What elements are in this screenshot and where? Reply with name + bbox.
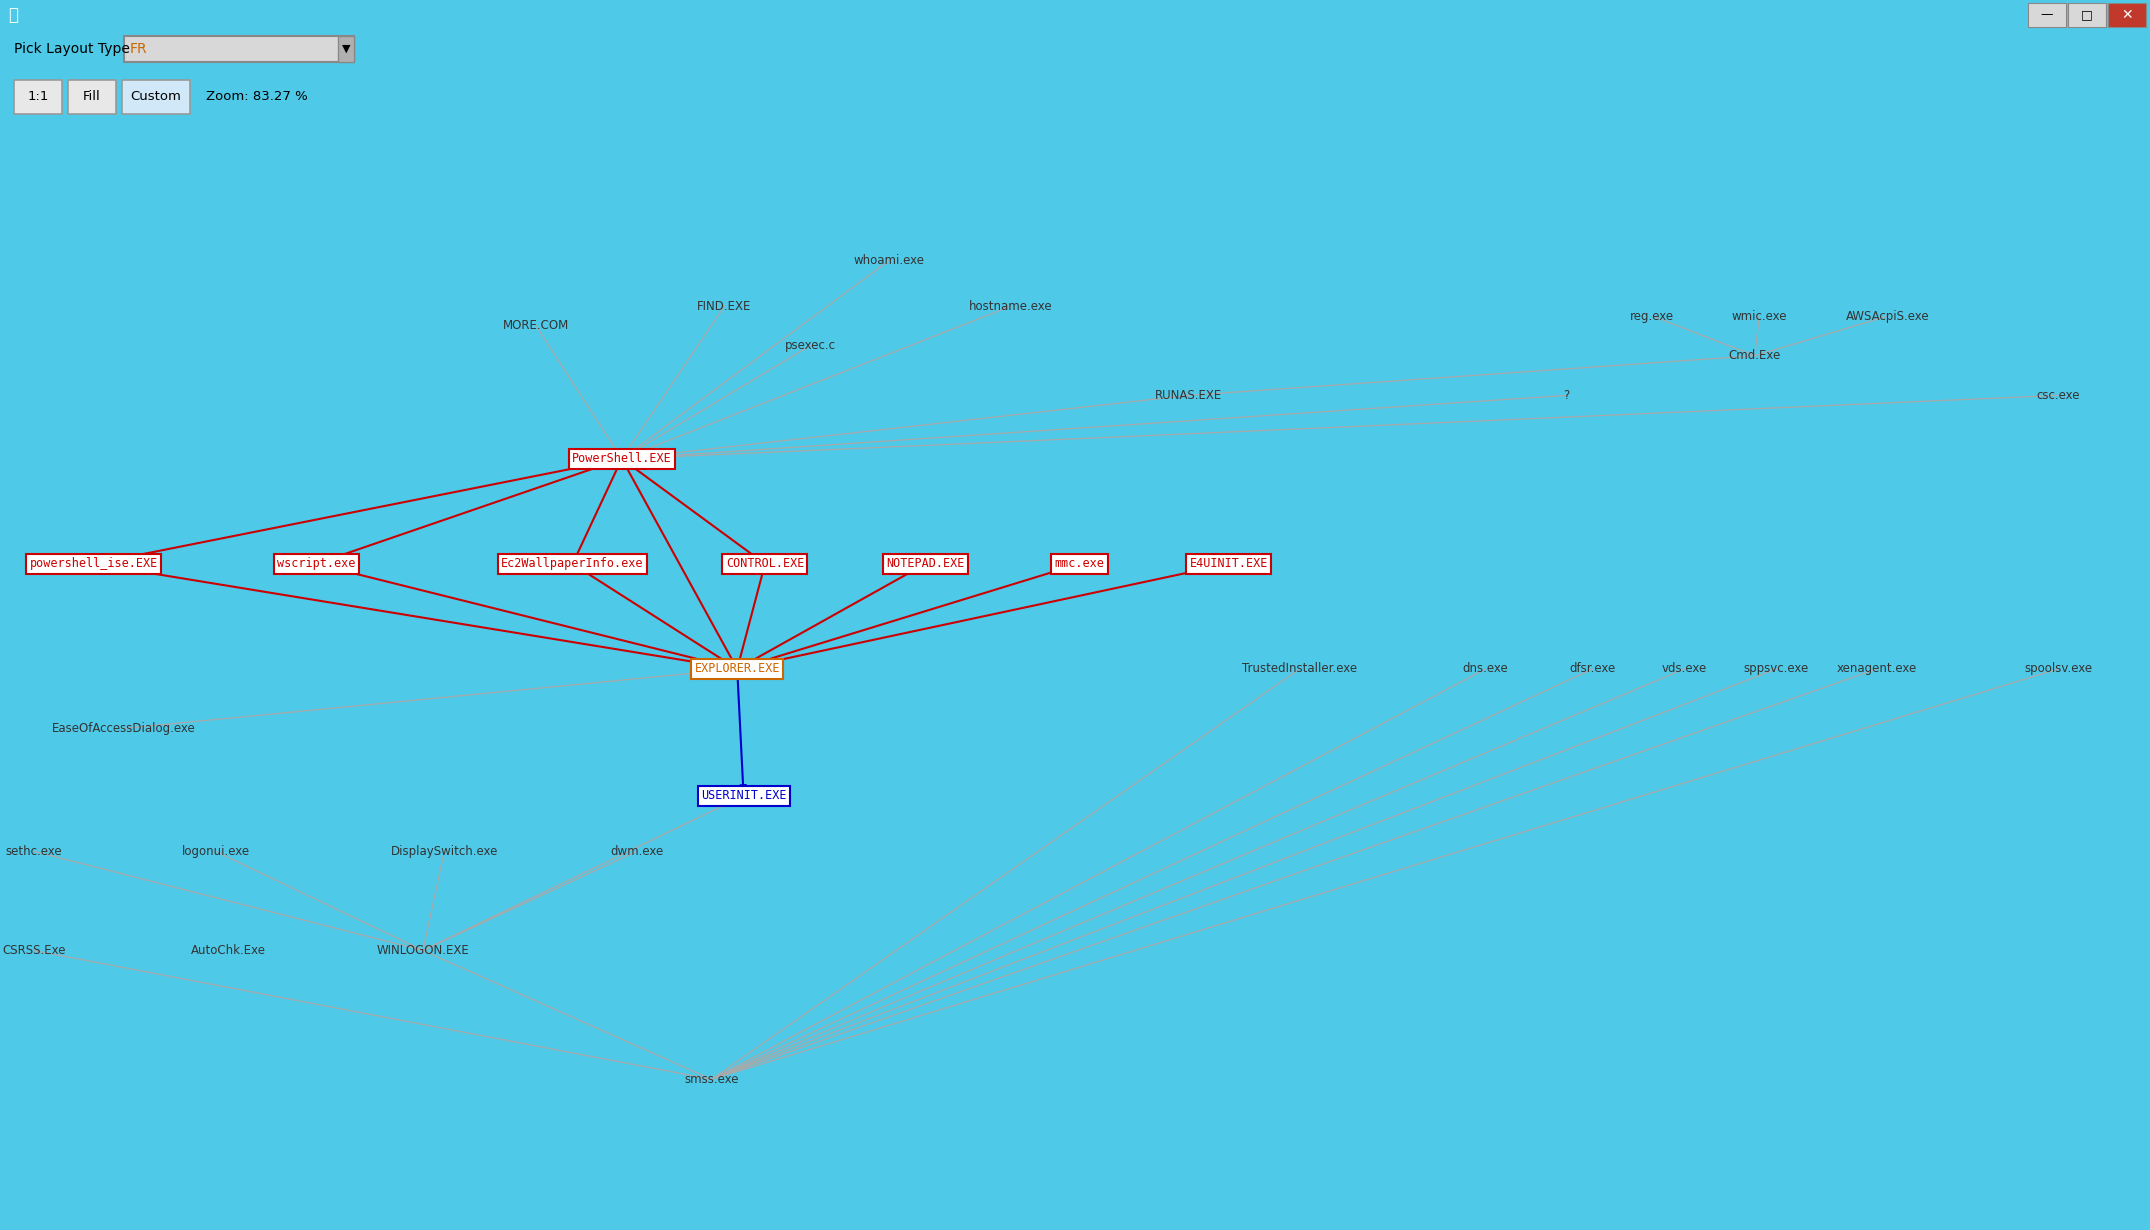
FancyBboxPatch shape — [2068, 2, 2107, 27]
Text: FR: FR — [129, 42, 148, 57]
Text: wscript.exe: wscript.exe — [277, 557, 355, 571]
FancyBboxPatch shape — [2107, 2, 2146, 27]
FancyBboxPatch shape — [125, 36, 355, 62]
Text: AutoChk.Exe: AutoChk.Exe — [191, 943, 267, 957]
Text: xenagent.exe: xenagent.exe — [1836, 663, 1918, 675]
Text: sppsvc.exe: sppsvc.exe — [1744, 663, 1808, 675]
Text: spoolsv.exe: spoolsv.exe — [2025, 663, 2092, 675]
Text: reg.exe: reg.exe — [1630, 310, 1675, 322]
Text: whoami.exe: whoami.exe — [854, 255, 924, 267]
Text: hostname.exe: hostname.exe — [970, 300, 1054, 312]
Text: smss.exe: smss.exe — [684, 1073, 740, 1086]
Text: ▼: ▼ — [342, 44, 350, 54]
Text: AWSAcpiS.exe: AWSAcpiS.exe — [1845, 310, 1929, 322]
Text: MORE.COM: MORE.COM — [503, 320, 570, 332]
Text: DisplaySwitch.exe: DisplaySwitch.exe — [391, 845, 499, 857]
Text: dwm.exe: dwm.exe — [611, 845, 664, 857]
Text: TrustedInstaller.exe: TrustedInstaller.exe — [1243, 663, 1357, 675]
Text: CSRSS.Exe: CSRSS.Exe — [2, 943, 64, 957]
Text: logonui.exe: logonui.exe — [181, 845, 249, 857]
Text: csc.exe: csc.exe — [2036, 389, 2081, 402]
Text: ✕: ✕ — [2122, 9, 2133, 22]
Text: CONTROL.EXE: CONTROL.EXE — [727, 557, 804, 571]
Text: Pick Layout Type: Pick Layout Type — [15, 42, 129, 57]
Text: ?: ? — [1563, 389, 1570, 402]
Text: □: □ — [2081, 9, 2092, 21]
Text: psexec.c: psexec.c — [785, 339, 836, 352]
Text: PowerShell.EXE: PowerShell.EXE — [572, 453, 671, 465]
FancyBboxPatch shape — [123, 80, 189, 114]
FancyBboxPatch shape — [15, 80, 62, 114]
Text: 🗔: 🗔 — [9, 6, 17, 25]
Text: USERINIT.EXE: USERINIT.EXE — [701, 790, 787, 802]
FancyBboxPatch shape — [69, 80, 116, 114]
FancyBboxPatch shape — [2027, 2, 2066, 27]
Text: sethc.exe: sethc.exe — [6, 845, 62, 857]
Text: Fill: Fill — [84, 91, 101, 103]
Text: dfsr.exe: dfsr.exe — [1570, 663, 1615, 675]
Text: vds.exe: vds.exe — [1662, 663, 1707, 675]
Text: EXPLORER.EXE: EXPLORER.EXE — [694, 663, 780, 675]
Text: Custom: Custom — [131, 91, 181, 103]
Text: FIND.EXE: FIND.EXE — [697, 300, 752, 312]
Text: —: — — [2040, 9, 2053, 21]
Text: E4UINIT.EXE: E4UINIT.EXE — [1189, 557, 1268, 571]
FancyBboxPatch shape — [338, 36, 355, 62]
Text: powershell_ise.EXE: powershell_ise.EXE — [30, 557, 157, 571]
Text: Ec2WallpaperInfo.exe: Ec2WallpaperInfo.exe — [501, 557, 643, 571]
Text: Zoom: 83.27 %: Zoom: 83.27 % — [206, 91, 307, 103]
Text: 1:1: 1:1 — [28, 91, 49, 103]
Text: mmc.exe: mmc.exe — [1054, 557, 1105, 571]
Text: WINLOGON.EXE: WINLOGON.EXE — [376, 943, 469, 957]
Text: EaseOfAccessDialog.exe: EaseOfAccessDialog.exe — [52, 722, 196, 734]
Text: dns.exe: dns.exe — [1462, 663, 1509, 675]
Text: RUNAS.EXE: RUNAS.EXE — [1155, 389, 1221, 402]
Text: NOTEPAD.EXE: NOTEPAD.EXE — [886, 557, 965, 571]
Text: Cmd.Exe: Cmd.Exe — [1729, 349, 1780, 362]
Text: wmic.exe: wmic.exe — [1731, 310, 1787, 322]
